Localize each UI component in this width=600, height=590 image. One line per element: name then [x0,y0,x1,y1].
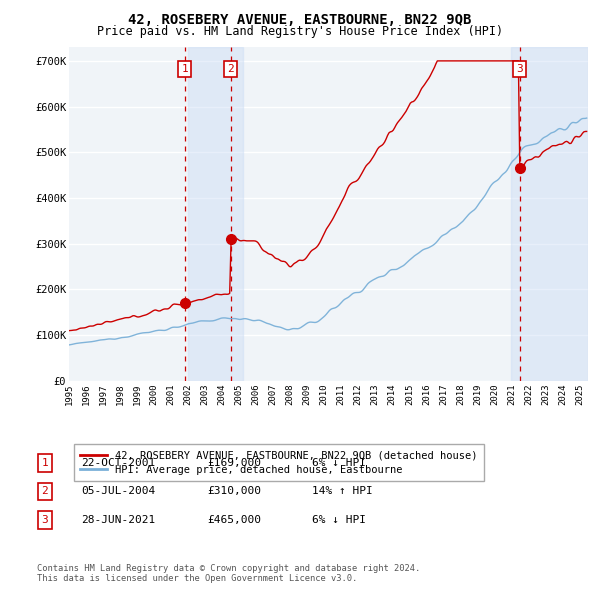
Legend: 42, ROSEBERY AVENUE, EASTBOURNE, BN22 9QB (detached house), HPI: Average price, : 42, ROSEBERY AVENUE, EASTBOURNE, BN22 9Q… [74,444,484,481]
Text: 3: 3 [41,515,49,525]
Text: 28-JUN-2021: 28-JUN-2021 [81,515,155,525]
Text: 1: 1 [182,64,188,74]
Bar [188,47,242,381]
Text: 2: 2 [227,64,234,74]
Text: 05-JUL-2004: 05-JUL-2004 [81,487,155,496]
Text: 3: 3 [517,64,523,74]
Text: £169,000: £169,000 [207,458,261,468]
Text: 6% ↓ HPI: 6% ↓ HPI [312,515,366,525]
Text: £310,000: £310,000 [207,487,261,496]
Text: 14% ↑ HPI: 14% ↑ HPI [312,487,373,496]
Text: 42, ROSEBERY AVENUE, EASTBOURNE, BN22 9QB: 42, ROSEBERY AVENUE, EASTBOURNE, BN22 9Q… [128,13,472,27]
Text: Contains HM Land Registry data © Crown copyright and database right 2024.
This d: Contains HM Land Registry data © Crown c… [37,563,421,583]
Bar [511,47,588,381]
Text: 22-OCT-2001: 22-OCT-2001 [81,458,155,468]
Text: Price paid vs. HM Land Registry's House Price Index (HPI): Price paid vs. HM Land Registry's House … [97,25,503,38]
Text: 6% ↓ HPI: 6% ↓ HPI [312,458,366,468]
Text: £465,000: £465,000 [207,515,261,525]
Text: 2: 2 [41,487,49,496]
Text: 1: 1 [41,458,49,468]
